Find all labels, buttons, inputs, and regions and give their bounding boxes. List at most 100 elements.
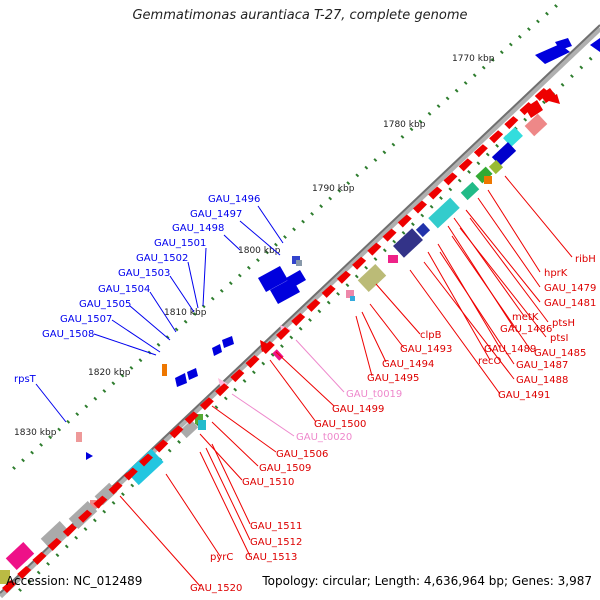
- connector-line: [202, 247, 207, 307]
- ruler-tick: [183, 319, 188, 324]
- ruler-labels: 1770 kbp 1780 kbp 1790 kbp 1800 kbp 1810…: [14, 54, 495, 438]
- gene-label: GAU_1506: [276, 449, 328, 460]
- gene-feature: [367, 242, 382, 256]
- ruler-tick: [30, 450, 34, 455]
- gene-feature: [357, 263, 387, 293]
- gene-feature: [260, 341, 275, 355]
- ruler-tick: [355, 173, 360, 178]
- ruler-tick: [346, 181, 351, 186]
- connector-line: [149, 291, 177, 333]
- gene-label: GAU_1479: [544, 283, 596, 294]
- gene-feature: [179, 419, 199, 439]
- ruler-tick: [242, 379, 247, 383]
- gene-feature: [413, 200, 427, 214]
- ruler-tick: [261, 361, 266, 366]
- gene-feature: [175, 373, 187, 387]
- connector-line: [409, 269, 501, 395]
- gene-label: GAU_1508: [42, 329, 94, 340]
- gene-feature: [428, 186, 443, 200]
- gene-feature: [62, 523, 77, 537]
- gene-label: GAU_1502: [136, 253, 188, 264]
- gene-label: GAU_1520: [190, 583, 242, 594]
- connector-line: [119, 495, 201, 587]
- connector-line: [427, 251, 491, 361]
- gene-feature: [5, 541, 35, 571]
- ruler-tick: [223, 396, 228, 401]
- gene-label: GAU_1507: [60, 314, 112, 325]
- ruler-tick: [427, 111, 432, 116]
- gene-feature: [388, 255, 398, 263]
- connector-line: [205, 447, 251, 541]
- gene-feature: [428, 197, 460, 229]
- ruler-tick: [317, 309, 322, 314]
- connector-line: [275, 351, 335, 407]
- gene-label: GAU_1513: [245, 552, 297, 563]
- connector-line: [451, 235, 533, 353]
- gene-feature: [199, 397, 214, 411]
- ruler-tick: [93, 396, 98, 401]
- gene-feature: [350, 296, 355, 301]
- ruler-tick: [167, 448, 172, 453]
- ruler-tick: [570, 74, 574, 79]
- gene-feature: [489, 130, 504, 144]
- ruler-tick: [495, 143, 500, 148]
- gene-feature: [352, 256, 367, 270]
- ruler-tick: [57, 427, 62, 432]
- gene-feature: [296, 260, 302, 266]
- ruler-tick: [508, 42, 513, 47]
- connector-line: [211, 443, 251, 525]
- ruler-tick: [21, 458, 25, 463]
- connector-line: [169, 275, 195, 313]
- ruler-tick: [83, 527, 88, 531]
- gene-label: GAU_1497: [190, 209, 242, 220]
- ruler-tick: [265, 250, 269, 255]
- ruler-tick: [485, 152, 490, 157]
- gene-label: GAU_1489: [484, 344, 536, 355]
- gene-feature: [123, 467, 138, 481]
- ruler-tick: [233, 387, 238, 392]
- ruler-tick: [177, 440, 181, 444]
- ruler-tick: [92, 518, 97, 523]
- ruler-tick: [192, 312, 197, 316]
- gene-feature: [488, 159, 504, 175]
- ruler-tick: [214, 405, 219, 410]
- ruler-tick: [48, 435, 53, 440]
- gene-feature: [491, 142, 517, 166]
- connector-line: [447, 225, 515, 329]
- gene-feature: [108, 481, 123, 495]
- gene-feature: [215, 383, 230, 397]
- connector-line: [211, 405, 277, 453]
- ruler-tick: [420, 213, 425, 218]
- connector-line: [269, 359, 317, 423]
- gene-label: GAU_1512: [250, 537, 302, 548]
- red-gene-labels-bottom: GAU_1499 GAU_1500 GAU_1506 GAU_1509 GAU_…: [190, 404, 384, 594]
- gene-feature: [93, 495, 108, 509]
- gene-label: GAU_t0019: [346, 389, 402, 400]
- ruler-tick: [336, 291, 340, 296]
- connector-line: [355, 315, 373, 377]
- ruler-ticks: [12, 4, 600, 592]
- gene-label: GAU_1499: [332, 404, 384, 415]
- ruler-tick: [337, 188, 342, 193]
- ruler-tick: [391, 142, 396, 147]
- gene-feature: [503, 127, 523, 147]
- gene-feature: [534, 88, 549, 102]
- gene-feature: [154, 439, 169, 453]
- gene-feature: [276, 327, 290, 340]
- ruler-tick: [392, 239, 397, 244]
- label-connectors: [35, 175, 573, 587]
- connector-line: [459, 227, 547, 338]
- ruler-tick: [345, 283, 350, 288]
- ruler-tick: [301, 219, 305, 224]
- ruler-tick: [251, 370, 256, 375]
- gene-feature: [222, 336, 234, 348]
- gene-feature: [321, 284, 336, 298]
- ruler-tick: [448, 187, 453, 192]
- connector-line: [199, 433, 243, 481]
- ruler-tick: [526, 27, 531, 32]
- ruler-tick: [554, 4, 558, 8]
- gene-feature: [525, 100, 543, 118]
- ruler-tick: [560, 82, 565, 87]
- ruler-tick: [84, 404, 89, 409]
